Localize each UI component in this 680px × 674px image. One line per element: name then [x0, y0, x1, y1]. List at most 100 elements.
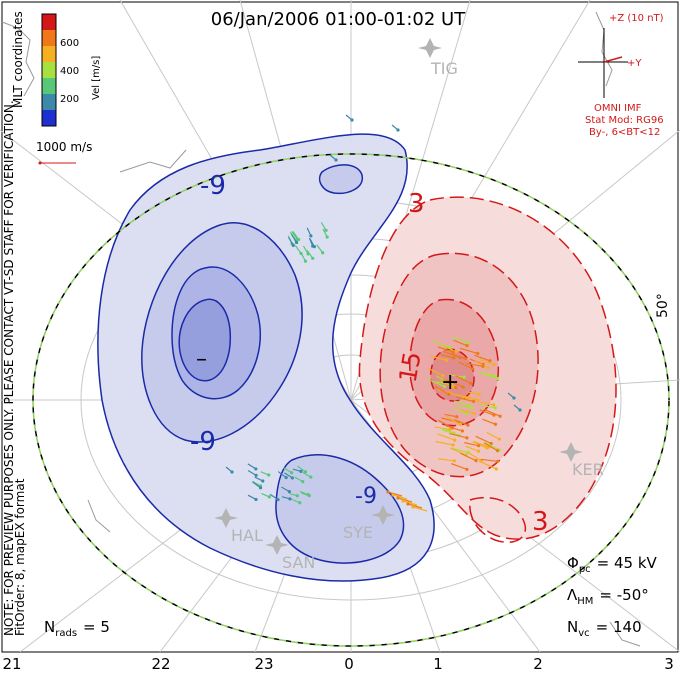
imf-vector — [603, 56, 623, 63]
velocity-vector — [291, 231, 298, 240]
velocity-vector — [477, 401, 494, 406]
velocity-vector — [484, 441, 500, 451]
velocity-vector-origin — [512, 396, 516, 400]
velocity-vector-origin — [474, 459, 478, 463]
velocity-vector — [483, 408, 501, 417]
velocity-vector-origin — [486, 366, 490, 370]
positive-lower-contour — [469, 496, 527, 544]
velocity-vector — [442, 350, 461, 359]
colorbar-swatch — [42, 62, 56, 79]
preview-note: NOTE: FOR PREVIEW PURPOSES ONLY. PLEASE … — [2, 100, 16, 636]
velocity-vector — [297, 465, 306, 473]
velocity-vector-origin — [291, 243, 295, 247]
velocity-vector-origin — [472, 411, 476, 416]
velocity-vector — [450, 463, 468, 470]
velocity-vector-origin — [496, 459, 500, 463]
velocity-vector-origin — [465, 436, 469, 440]
velocity-vector-origin — [466, 340, 470, 345]
stat-lambda-hm: ΛHM = -50° — [567, 586, 649, 607]
velocity-vector-origin — [465, 411, 469, 416]
contour-label-pos-outer: 3 — [408, 189, 425, 219]
velocity-vector — [438, 458, 455, 462]
velocity-vector-origin — [309, 234, 313, 238]
velocity-vector — [252, 481, 261, 489]
velocity-vector-origin — [470, 406, 474, 410]
velocity-vector-origin — [518, 408, 522, 412]
scale-vector-dot — [38, 161, 42, 165]
colorbar-swatch — [42, 14, 56, 31]
velocity-vector-origin — [287, 490, 291, 494]
contour-label-neg-outer: -9 — [200, 171, 226, 201]
colorbar-swatch — [42, 110, 56, 127]
mlt-label-1: 1 — [433, 655, 443, 673]
imf-z-label: +Z (10 nT) — [609, 13, 664, 24]
velocity-vector-origin — [258, 486, 263, 490]
velocity-vector-origin — [303, 259, 308, 263]
colorbar-swatch — [42, 78, 56, 95]
contour-label-neg-lower: -9 — [190, 427, 216, 457]
velocity-vector — [452, 336, 469, 344]
velocity-vector-origin — [288, 497, 292, 501]
negative-cell — [97, 133, 435, 582]
velocity-vector — [402, 500, 418, 506]
contour-label-pos-inner: 15 — [394, 350, 427, 385]
velocity-vector — [441, 429, 460, 437]
velocity-vector-origin — [411, 505, 415, 509]
velocity-vector — [466, 391, 480, 396]
velocity-vector-origin — [477, 444, 481, 448]
velocity-vector-origin — [391, 493, 395, 497]
station-marker-ker — [559, 442, 583, 462]
velocity-vector-origin — [261, 479, 265, 483]
velocity-vector — [445, 416, 461, 425]
velocity-vector-origin — [297, 237, 301, 242]
velocity-vector-origin — [493, 422, 498, 426]
velocity-vector-origin — [290, 476, 294, 480]
velocity-vector-origin — [396, 128, 400, 132]
velocity-vector — [457, 405, 473, 409]
velocity-vector-origin — [350, 118, 354, 122]
velocity-vector-origin — [491, 403, 496, 407]
velocity-vector — [435, 440, 454, 446]
velocity-vector — [468, 452, 482, 462]
velocity-vector — [465, 445, 479, 452]
velocity-vector-origin — [284, 475, 288, 480]
mlt-label-21: 21 — [2, 655, 21, 673]
imf-dial — [578, 28, 628, 98]
negative-core-contour — [178, 298, 232, 382]
velocity-vector-origin — [299, 251, 303, 256]
velocity-vector — [446, 379, 464, 388]
velocity-vector-origin — [458, 356, 463, 360]
velocity-vector-origin — [451, 443, 455, 447]
potential-max-marker: + — [441, 370, 459, 395]
velocity-vector-origin — [267, 473, 271, 477]
fitorder-note: FitOrder: 8, mapEX format — [13, 478, 27, 636]
velocity-vector-origin — [477, 392, 481, 397]
latitude-label: 50° — [655, 293, 671, 318]
velocity-vector — [294, 245, 302, 254]
velocity-vector-origin — [306, 493, 310, 497]
velocity-vector — [464, 442, 479, 447]
velocity-vector — [436, 433, 456, 441]
velocity-vector-origin — [396, 496, 400, 500]
velocity-colorbar — [41, 13, 57, 127]
velocity-vector — [397, 497, 413, 503]
velocity-vector-origin — [471, 367, 475, 371]
velocity-vector-origin — [311, 256, 315, 260]
velocity-vector — [478, 371, 496, 377]
velocity-vector-origin — [442, 384, 447, 389]
velocity-vector — [432, 339, 451, 349]
velocity-vector — [453, 400, 470, 406]
velocity-vector-origin — [492, 363, 496, 367]
velocity-vector — [407, 503, 423, 509]
velocity-vector-origin — [488, 359, 492, 363]
velocity-vector-origin — [493, 374, 498, 378]
velocity-vector-origin — [254, 473, 258, 477]
mlt-label-3: 3 — [664, 655, 674, 673]
velocity-vector — [440, 354, 454, 359]
velocity-vector-origin — [301, 480, 305, 484]
station-label-sye: SYE — [343, 523, 373, 542]
velocity-vector — [277, 471, 287, 479]
velocity-vector-origin — [290, 471, 294, 475]
velocity-vector-origin — [447, 392, 451, 396]
map-title: 06/Jan/2006 01:00-01:02 UT — [211, 9, 466, 30]
